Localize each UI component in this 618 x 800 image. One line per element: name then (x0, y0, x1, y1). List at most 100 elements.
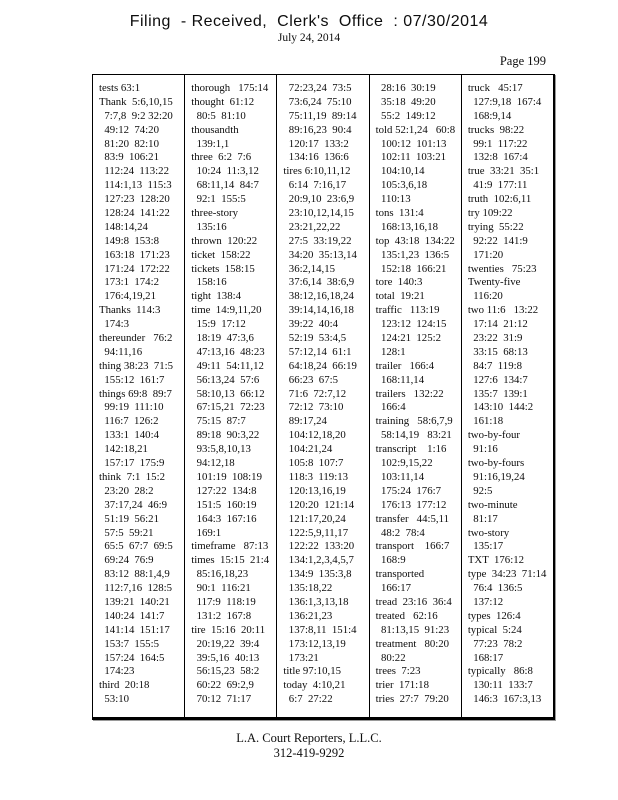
index-line: 157:24 164:5 (99, 651, 165, 664)
index-line: 117:9 118:19 (191, 595, 256, 608)
index-line: 103:11,14 (375, 470, 425, 483)
index-line: 122:22 133:20 (283, 540, 355, 553)
index-line: 105:8 107:7 (283, 457, 344, 470)
index-line: 6:14 7:16,17 (283, 179, 347, 192)
index-line: 128:24 141:22 (99, 207, 170, 220)
index-line: 161:18 (467, 415, 504, 428)
index-line: 112:7,16 128:5 (99, 582, 173, 595)
index-line: 169:1 (191, 526, 222, 539)
index-line: 118:3 119:13 (283, 470, 348, 483)
index-line: 116:20 (467, 290, 503, 303)
index-line: transcript 1:16 (375, 443, 447, 456)
index-line: think 7:1 15:2 (99, 470, 165, 483)
index-line: 99:1 117:22 (467, 137, 528, 150)
index-line: trucks 98:22 (467, 123, 525, 136)
index-line: 100:12 101:13 (375, 137, 447, 150)
index-line: 166:4 (375, 401, 406, 414)
index-line: 173:21 (283, 651, 319, 664)
index-line: 139:1,1 (191, 137, 230, 150)
index-line: 83:12 88:1,4,9 (99, 568, 170, 581)
index-line: 48:2 78:4 (375, 526, 425, 539)
index-line: two-story (467, 526, 510, 539)
index-line: 152:18 166:21 (375, 262, 447, 275)
index-line: tickets 158:15 (191, 262, 255, 275)
index-line: 41:9 177:11 (467, 179, 528, 192)
index-line: tight 138:4 (191, 290, 241, 303)
filing-header-title: Filing - Received, Clerk's Office : 07/3… (129, 13, 489, 30)
index-line: try 109:22 (467, 207, 513, 220)
index-line: 171:24 172:22 (99, 262, 170, 275)
index-line: 23:22 31:9 (467, 332, 523, 345)
index-line: 23:10,12,14,15 (283, 207, 354, 220)
word-index-table: tests 63:1 Thank 5:6,10,15 7:7,8 9:2 32:2… (92, 74, 555, 720)
index-line: trier 171:18 (375, 679, 429, 692)
index-line: 7:7,8 9:2 32:20 (99, 109, 173, 122)
index-line: 6:7 27:22 (283, 693, 333, 706)
index-line: 142:18,21 (99, 443, 148, 456)
index-line: 37:17,24 46:9 (99, 498, 168, 511)
index-line: 83:9 106:21 (99, 151, 159, 164)
index-line: 120:13,16,19 (283, 484, 346, 497)
index-line: 124:21 125:2 (375, 332, 441, 345)
index-line: 155:12 161:7 (99, 373, 165, 386)
index-line: 33:15 68:13 (467, 345, 528, 358)
index-line: 91:16,19,24 (467, 470, 525, 483)
index-line: total 19:21 (375, 290, 425, 303)
index-line: 143:10 144:2 (467, 401, 534, 414)
index-line: 70:12 71:17 (191, 693, 252, 706)
index-line: 27:5 33:19,22 (283, 234, 352, 247)
index-line: 69:24 76:9 (99, 554, 154, 567)
index-line: two 11:6 13:22 (467, 304, 539, 317)
index-line: 127:22 134:8 (191, 484, 257, 497)
footer: L.A. Court Reporters, L.L.C. 312-419-929… (0, 731, 618, 761)
index-line: 55:2 149:12 (375, 109, 436, 122)
index-column-5: truck 45:17 127:9,18 167:4 168:9,14 truck… (460, 75, 553, 717)
index-line: types 126:4 (467, 609, 521, 622)
index-line: tire 15:16 20:11 (191, 623, 266, 636)
index-line: tread 23:16 36:4 (375, 595, 452, 608)
index-line: 128:1 (375, 345, 406, 358)
index-line: 39:14,14,16,18 (283, 304, 354, 317)
index-line: 20:19,22 39:4 (191, 637, 260, 650)
index-line: 36:2,14,15 (283, 262, 335, 275)
page-number-label: Page 199 (499, 54, 546, 68)
index-line: 164:3 167:16 (191, 512, 257, 525)
index-line: 52:19 53:4,5 (283, 332, 347, 345)
index-line: 94:12,18 (191, 457, 235, 470)
index-line: 139:21 140:21 (99, 595, 170, 608)
index-line: 140:24 141:7 (99, 609, 165, 622)
index-line: 121:17,20,24 (283, 512, 346, 525)
index-line: today 4:10,21 (283, 679, 346, 692)
index-line: 135:16 (191, 220, 227, 233)
index-line: 135:1,23 136:5 (375, 248, 450, 261)
index-line: 71:6 72:7,12 (283, 387, 347, 400)
index-line: 131:2 167:8 (191, 609, 252, 622)
index-column-4: 28:16 30:19 35:18 49:20 55:2 149:12 told … (368, 75, 461, 717)
index-line: 81:13,15 91:23 (375, 623, 450, 636)
index-line: 89:16,23 90:4 (283, 123, 352, 136)
index-line: 99:19 111:10 (99, 401, 164, 414)
index-line: told 52:1,24 60:8 (375, 123, 456, 136)
index-line: 120:20 121:14 (283, 498, 355, 511)
index-line: 89:17,24 (283, 415, 327, 428)
index-line: 66:23 67:5 (283, 373, 338, 386)
index-line: 168:17 (467, 651, 504, 664)
index-line: transfer 44:5,11 (375, 512, 449, 525)
index-line: 18:19 47:3,6 (191, 332, 254, 345)
index-line: Twenty-five (467, 276, 521, 289)
index-line: tires 6:10,11,12 (283, 165, 351, 178)
index-line: 127:6 134:7 (467, 373, 528, 386)
index-line: 137:8,11 151:4 (283, 623, 357, 636)
index-line: 137:12 (467, 595, 504, 608)
index-line: tries 27:7 79:20 (375, 693, 449, 706)
index-line: two-minute (467, 498, 518, 511)
index-line: thousandth (191, 123, 239, 136)
index-line: 34:20 35:13,14 (283, 248, 357, 261)
index-line: 134:16 136:6 (283, 151, 349, 164)
index-line: 51:19 56:21 (99, 512, 159, 525)
index-line: 92:5 (467, 484, 493, 497)
index-line: ticket 158:22 (191, 248, 251, 261)
index-line: trying 55:22 (467, 220, 524, 233)
index-line: 120:17 133:2 (283, 137, 349, 150)
index-line: 133:1 140:4 (99, 429, 159, 442)
